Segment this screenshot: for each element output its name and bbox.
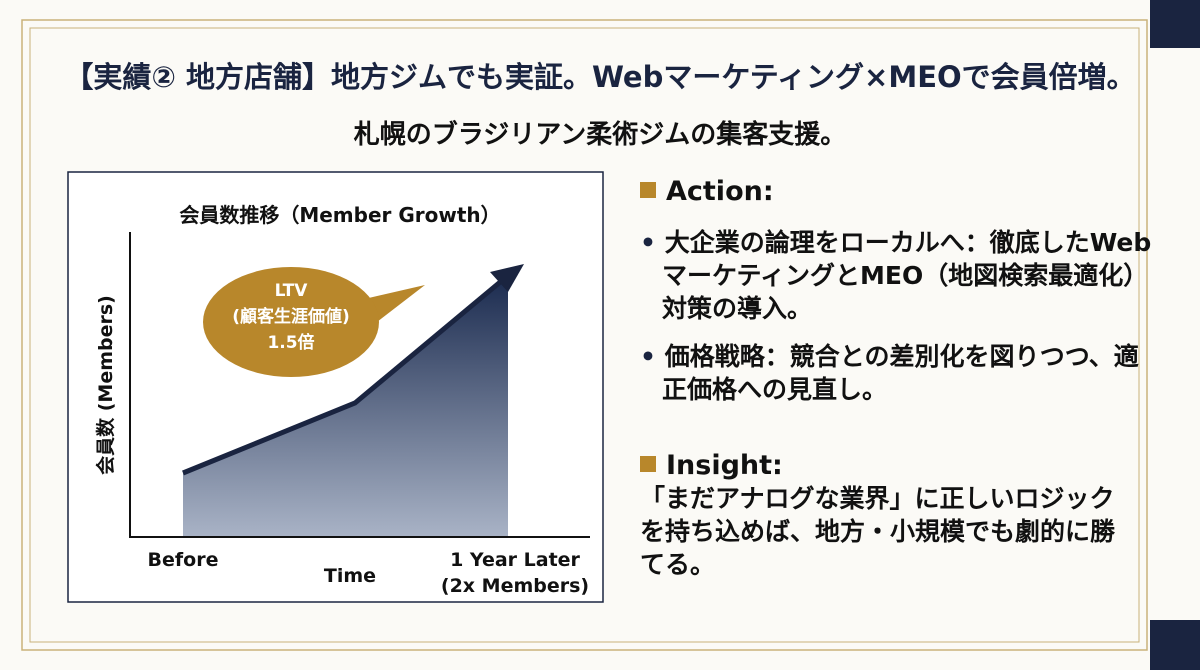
x-label: Before [148,549,219,571]
corner-block [1150,0,1200,48]
chart-box [67,171,604,603]
title: 【実績② 地方店舗】地方ジムでも実証。Webマーケティング×MEOで会員倍増。 [64,60,1136,94]
frame-line [29,27,1140,643]
frame-line [21,19,1148,651]
chart-title: 会員数推移（Member Growth） [179,203,500,227]
x-label: Time [324,565,376,587]
bullet: 大企業の論理をローカルへ：徹底したWebマーケティングとMEO（地図検索最適化）… [640,226,1152,325]
growth-line [182,276,507,476]
corner-block [1150,620,1200,670]
section-heading: Insight: [640,450,783,481]
callout-text: LTV [275,281,309,301]
x-label: (2x Members) [441,575,589,597]
arrow-head [490,264,524,292]
subtitle: 札幌のブラジリアン柔術ジムの集客支援。 [353,120,847,150]
y-axis-label: 会員数 (Members) [94,295,117,475]
callout-text: 1.5倍 [267,332,314,353]
paragraph: 「まだアナログな業界」に正しいロジックを持ち込めば、地方・小規模でも劇的に勝てる… [640,484,1116,579]
section-heading: Action: [640,176,774,207]
callout-text: (顧客生涯価値) [232,306,350,327]
bullet: 価格戦略：競合との差別化を図りつつ、適正価格への見直し。 [640,340,1152,406]
growth-area [183,275,508,537]
callout [203,267,379,377]
x-label: 1 Year Later [450,549,580,571]
